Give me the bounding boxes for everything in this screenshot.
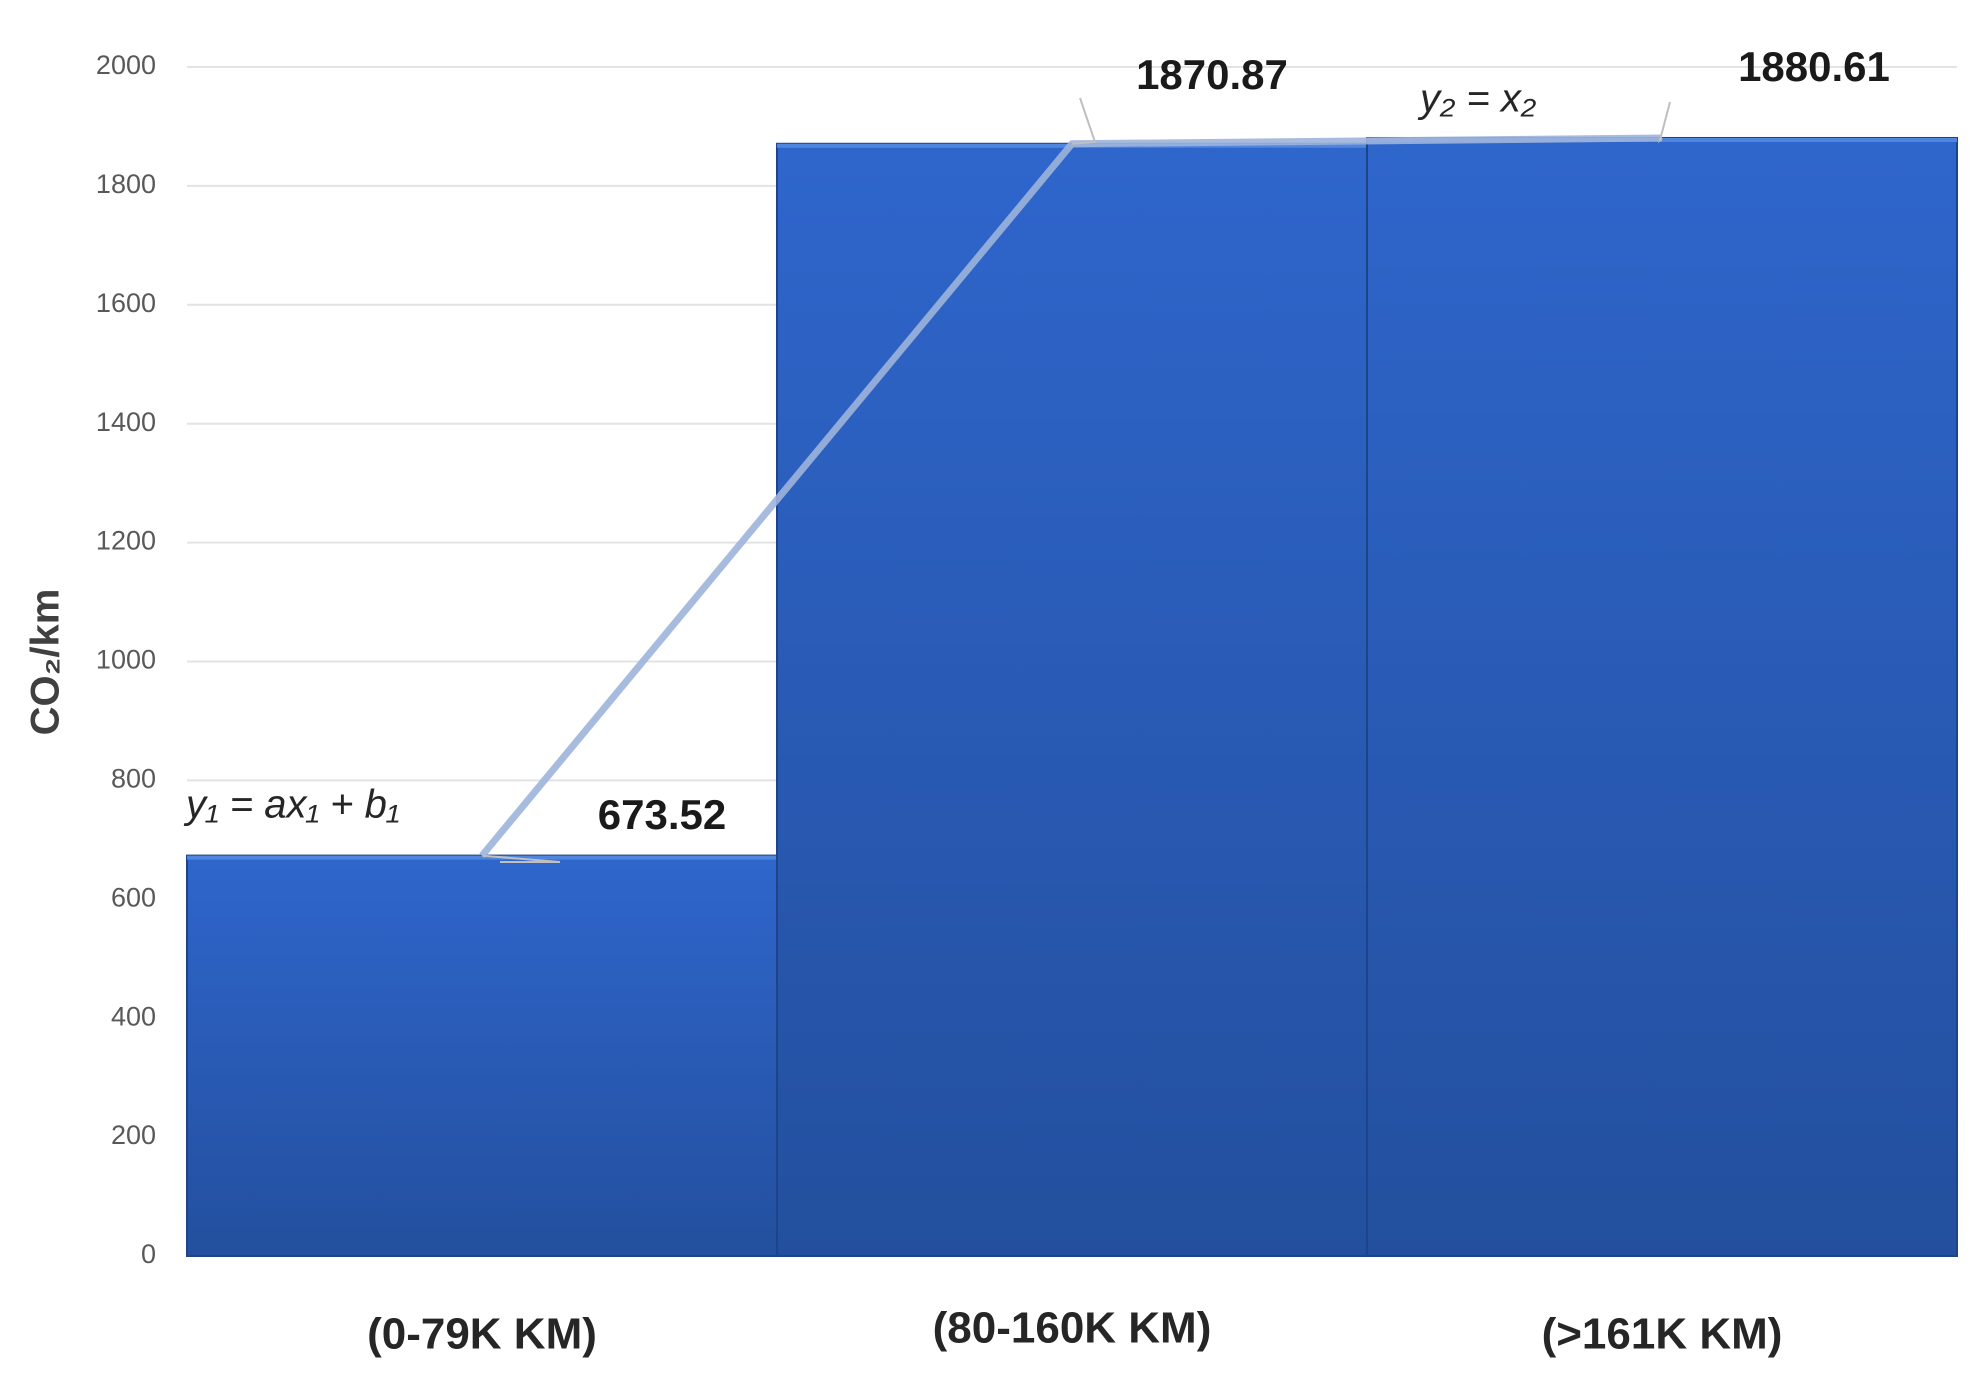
y-tick-label: 1000 bbox=[96, 645, 156, 675]
leader-line bbox=[481, 854, 561, 863]
annotation: y₁ = ax₁ + b₁ bbox=[183, 783, 400, 827]
data-label: 1870.87 bbox=[1136, 51, 1288, 98]
y-tick-label: 600 bbox=[111, 882, 156, 912]
y-tick-label: 1400 bbox=[96, 407, 156, 437]
y-tick-label: 0 bbox=[141, 1239, 156, 1269]
y-tick-label: 2000 bbox=[96, 50, 156, 80]
x-tick-label: (80-160K KM) bbox=[933, 1304, 1212, 1353]
x-tick-label: (>161K KM) bbox=[1542, 1310, 1783, 1359]
bar bbox=[1366, 136, 1958, 1258]
leader-line bbox=[1658, 101, 1671, 144]
y-tick-label: 1800 bbox=[96, 169, 156, 199]
y-tick-label: 800 bbox=[111, 764, 156, 794]
y-tick-label: 1600 bbox=[96, 288, 156, 318]
annotation: y₂ = x₂ bbox=[1417, 77, 1536, 121]
y-tick-label: 1200 bbox=[96, 526, 156, 556]
leader-line bbox=[1071, 97, 1097, 145]
data-label: 1880.61 bbox=[1738, 43, 1890, 90]
bar bbox=[186, 854, 778, 1257]
x-tick-label: (0-79K KM) bbox=[367, 1310, 597, 1359]
y-axis-label: CO₂/km bbox=[24, 589, 68, 736]
bar bbox=[776, 142, 1368, 1257]
data-label: 673.52 bbox=[598, 791, 726, 838]
y-tick-label: 200 bbox=[111, 1120, 156, 1150]
y-tick-label: 400 bbox=[111, 1001, 156, 1031]
